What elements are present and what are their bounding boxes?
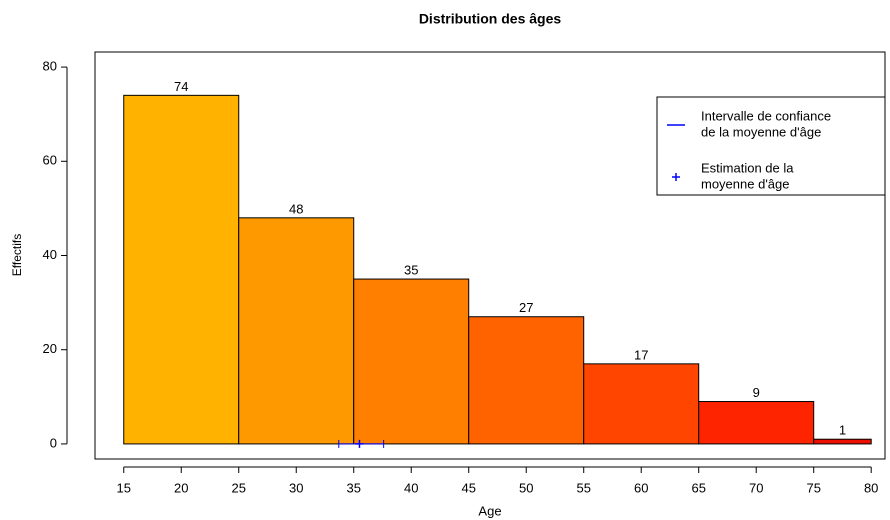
- bar: [583, 363, 700, 445]
- data-label: 35: [404, 262, 418, 277]
- legend-label: moyenne d'âge: [701, 176, 790, 191]
- y-tick-label: 80: [43, 59, 57, 74]
- x-tick-label: 80: [864, 480, 878, 495]
- y-tick-label: 60: [43, 153, 57, 168]
- x-tick-label: 60: [634, 480, 648, 495]
- data-label: 27: [519, 300, 533, 315]
- x-tick-label: 40: [404, 480, 418, 495]
- legend-label: Intervalle de confiance: [701, 108, 831, 123]
- x-tick-label: 70: [749, 480, 763, 495]
- y-axis-label: Effectifs: [10, 234, 24, 276]
- data-label: 1: [839, 423, 846, 438]
- x-tick-label: 50: [519, 480, 533, 495]
- legend-label: de la moyenne d'âge: [701, 124, 821, 139]
- y-tick-label: 20: [43, 341, 57, 356]
- bar: [813, 438, 872, 445]
- legend-label: Estimation de la: [701, 160, 794, 175]
- bar: [123, 94, 240, 445]
- bar: [698, 401, 815, 445]
- data-label: 9: [753, 385, 760, 400]
- data-label: 48: [289, 201, 303, 216]
- mean-marker: [355, 439, 364, 448]
- data-label: 17: [634, 347, 648, 362]
- bar: [238, 217, 355, 445]
- y-tick-label: 40: [43, 247, 57, 262]
- data-label: 74: [174, 79, 188, 94]
- x-tick-label: 65: [691, 480, 705, 495]
- legend-box: [656, 96, 886, 196]
- plot-frame: [94, 51, 886, 460]
- y-tick-label: 0: [50, 435, 57, 450]
- x-tick-label: 55: [576, 480, 590, 495]
- x-tick-label: 25: [232, 480, 246, 495]
- x-tick-label: 75: [806, 480, 820, 495]
- x-axis-label: Age: [478, 503, 501, 518]
- chart-title: Distribution des âges: [419, 11, 562, 27]
- x-tick-label: 20: [174, 480, 188, 495]
- x-tick-label: 30: [289, 480, 303, 495]
- x-tick-label: 15: [117, 480, 131, 495]
- legend-symbol: [672, 173, 680, 181]
- bar: [353, 278, 470, 445]
- x-tick-label: 35: [346, 480, 360, 495]
- x-tick-label: 45: [461, 480, 475, 495]
- bar: [468, 316, 585, 445]
